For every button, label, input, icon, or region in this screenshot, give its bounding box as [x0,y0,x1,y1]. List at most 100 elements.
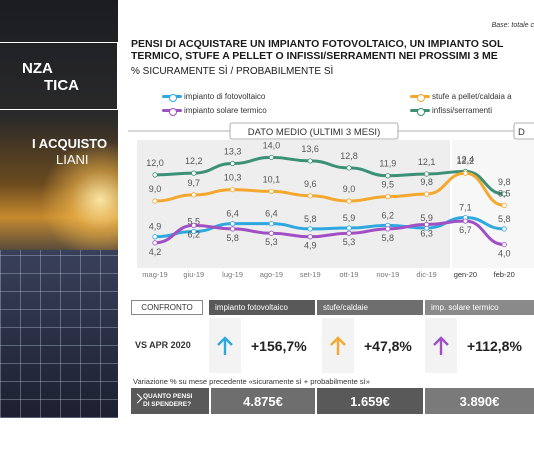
data-label: 9,8 [498,177,511,187]
x-tick-label: ago-19 [260,270,283,279]
data-point [346,198,352,204]
data-point [385,173,391,179]
comparison-value-solare: +112,8% [425,318,522,373]
data-point [307,158,313,164]
comparison-header-solare: imp. solare termico [425,300,534,315]
up-arrow-icon [322,318,354,373]
data-point [191,222,197,228]
data-label: 9,8 [420,177,433,187]
data-label: 12,2 [457,156,475,166]
x-tick-label: lug-19 [222,270,243,279]
monthly-period-label: D [518,127,525,138]
data-point [346,225,352,231]
confronto-label: CONFRONTO [131,300,203,315]
left-sub-line1: I ACQUISTO [32,136,108,151]
data-label: 4,2 [149,247,162,257]
x-tick-label: feb-20 [494,270,515,279]
data-label: 6,4 [226,209,239,219]
comparison-value-stufe: +47,8% [322,318,412,373]
x-tick-label: gen-20 [454,270,477,279]
data-label: 6,7 [459,225,472,235]
data-label: 8,5 [498,188,511,198]
data-label: 12,8 [340,151,358,161]
left-photo-panel: NZA TICA I ACQUISTO LIANI [0,0,118,418]
up-arrow-icon [425,318,457,373]
data-label: 14,0 [263,140,281,150]
data-point [501,202,507,208]
x-axis: mag-19 giu-19 lug-19 ago-19 set-19 ott-19 nov-… [142,270,515,279]
data-label: 10,3 [224,173,242,183]
data-label: 12,1 [418,157,436,167]
data-point [346,165,352,171]
left-title-line1: NZA [22,60,53,77]
data-label: 9,5 [382,180,395,190]
legend-swatch [410,93,430,102]
data-label: 5,8 [226,233,239,243]
data-point [191,192,197,198]
data-point [230,221,236,227]
data-label: 6,2 [382,210,395,220]
data-label: 10,1 [263,174,281,184]
legend-swatch [410,107,430,116]
chart-title: PENSI DI ACQUISTARE UN IMPIANTO FOTOVOLT… [131,38,534,62]
data-point [501,191,507,197]
data-point [462,170,468,176]
data-point [385,226,391,232]
data-point [423,191,430,197]
data-label: 6,3 [420,229,433,239]
legend-swatch [162,107,182,116]
comparison-header-label: imp. solare termico [431,303,499,312]
monthly-period-bg [452,140,534,268]
data-label: 11,9 [379,159,396,169]
data-label: 12,4 [457,154,475,164]
data-label: 5,8 [304,214,317,224]
avg-period-label: DATO MEDIO (ULTIMI 3 MESI) [248,127,380,138]
left-sub-line2: LIANI [56,152,89,167]
data-label: 13,3 [224,147,242,157]
data-point [423,171,430,177]
data-point [268,154,274,161]
data-point [268,230,274,236]
data-label: 4,9 [304,241,317,251]
data-point [191,228,197,235]
chart-subtitle: % SICURAMENTE SÌ / PROBABILMENTE SÌ [131,66,334,77]
series-layer: 12,0 12,2 13,3 14,0 13,6 12,8 11,9 12,1 12,4 9,8 9… [146,140,510,258]
data-label: 5,9 [420,213,433,223]
data-label: 6,2 [188,229,201,239]
spend-value-solare: 3.890€ [425,388,534,414]
series-line [153,155,506,196]
data-point [346,230,352,236]
data-point [307,226,313,232]
x-tick-label: ott-19 [339,270,358,279]
data-label: 9,0 [343,184,356,194]
up-arrow-icon [209,318,241,373]
variation-note: Variazione % su mese precedente «sicuram… [133,377,370,386]
left-subtitle: I ACQUISTO LIANI [0,136,107,168]
data-label: 12,2 [185,156,203,166]
monthly-period-label-box [513,122,534,140]
solar-panels-image [0,250,118,418]
data-point [462,218,468,224]
data-point [152,172,158,178]
comparison-header-fotovoltaico: impianto fotovoltaico [209,300,315,315]
data-label: 9,6 [304,179,317,189]
data-label: 9,0 [149,184,162,194]
data-label: 5,5 [188,217,201,227]
data-label: 5,9 [343,213,356,223]
spend-value-fotovoltaico: 4.875€ [211,388,315,414]
legend-label: impianto solare termico [184,106,267,115]
data-label: 4,9 [149,222,162,232]
data-label: 5,3 [343,237,356,247]
data-label: 5,8 [498,214,511,224]
x-tick-label: dic-19 [416,270,436,279]
data-label: 5,8 [382,233,395,243]
legend-label: infissi/serramenti [432,106,493,115]
spend-value-stufe: 1.659€ [317,388,423,414]
legend-item-stufe: stufe a pellet/caldaia a [410,92,512,102]
comparison-header-label: stufe/caldaie [323,303,368,312]
comparison-pct: +156,7% [251,337,307,354]
avg-period-bg [137,140,450,268]
data-point [307,193,313,199]
comparison-header-label: impianto fotovoltaico [215,303,288,312]
comparison-pct: +47,8% [364,337,412,354]
